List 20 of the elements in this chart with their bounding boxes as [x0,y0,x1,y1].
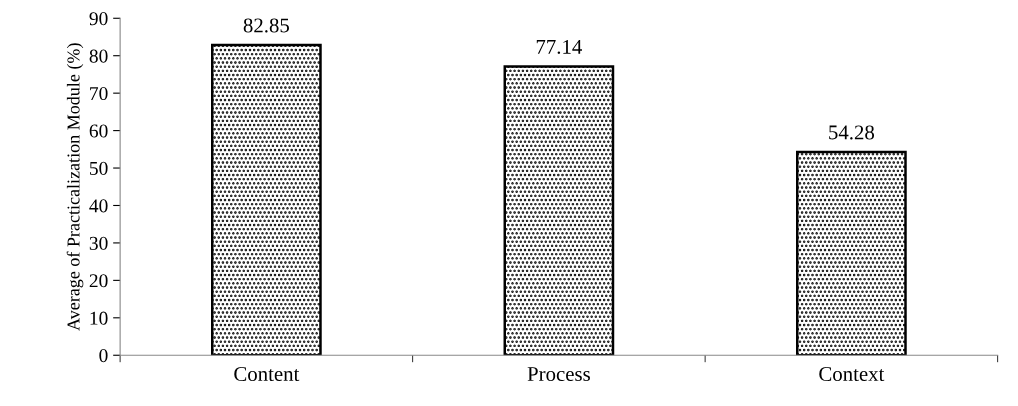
data-label: 54.28 [829,125,875,140]
x-tick-label: Process [527,367,590,382]
data-label: 82.85 [243,18,289,33]
y-tick-label: 50 [90,161,108,175]
y-tick-label: 70 [90,86,108,101]
y-tick-label: 80 [89,49,108,63]
data-label: 77.14 [536,39,582,54]
y-tick-label: 60 [89,124,108,138]
bar [796,150,907,356]
x-tick-label: Content [234,367,300,382]
y-tick-label: 90 [89,12,108,26]
y-tick-label: 30 [89,236,108,250]
y-axis-title: Average of Practicalization Module (%) [66,43,84,331]
y-tick-label: 0 [99,349,108,363]
bar [211,43,322,356]
y-tick-label: 20 [89,274,108,288]
y-tick-label: 40 [89,199,108,213]
y-tick-label: 10 [90,311,108,325]
x-tick-label: Context [819,367,885,382]
bar [503,65,615,356]
